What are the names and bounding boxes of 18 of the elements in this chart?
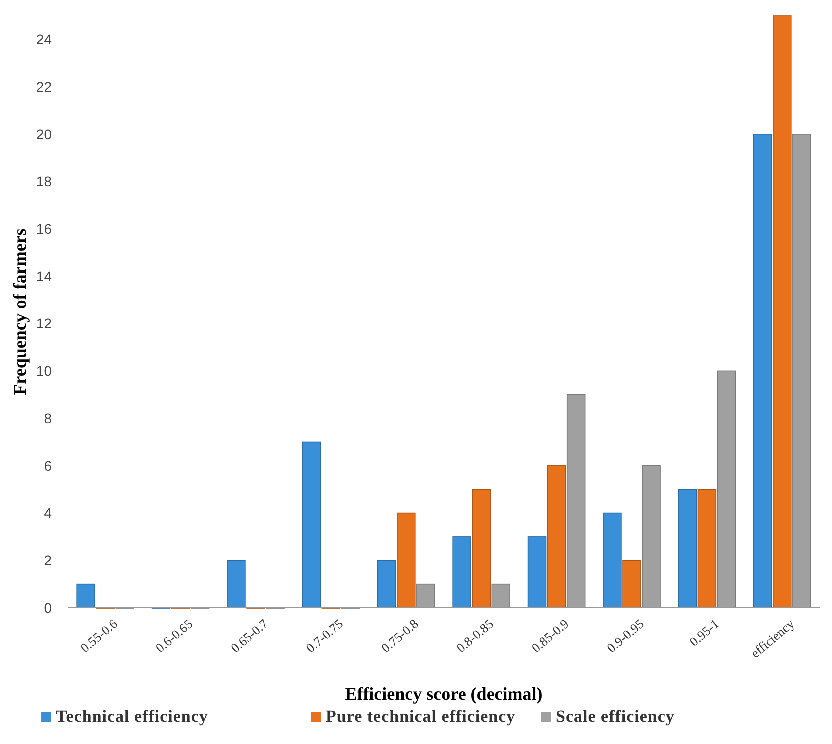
x-axis-title: Efficiency score (decimal)	[345, 684, 543, 704]
y-tick-label: 18	[36, 174, 52, 190]
y-tick-label: 8	[44, 410, 52, 426]
legend-label: Technical efficiency	[56, 707, 208, 726]
y-tick-label: 14	[36, 268, 52, 284]
legend-label: Scale efficiency	[556, 707, 675, 726]
y-tick-label: 2	[44, 552, 52, 569]
y-tick-label: 16	[36, 221, 52, 238]
y-tick-label: 10	[36, 363, 52, 380]
y-tick-label: 4	[44, 505, 52, 522]
y-tick-label: 22	[36, 78, 52, 95]
y-tick-label: 0	[44, 600, 52, 616]
y-axis-title: Frequency of farmers	[10, 228, 30, 396]
legend-label: Pure technical efficiency	[326, 707, 516, 726]
y-tick-label: 24	[36, 32, 52, 48]
y-tick-label: 12	[36, 316, 52, 332]
y-tick-label: 6	[44, 458, 52, 474]
y-tick-label: 20	[36, 126, 52, 142]
